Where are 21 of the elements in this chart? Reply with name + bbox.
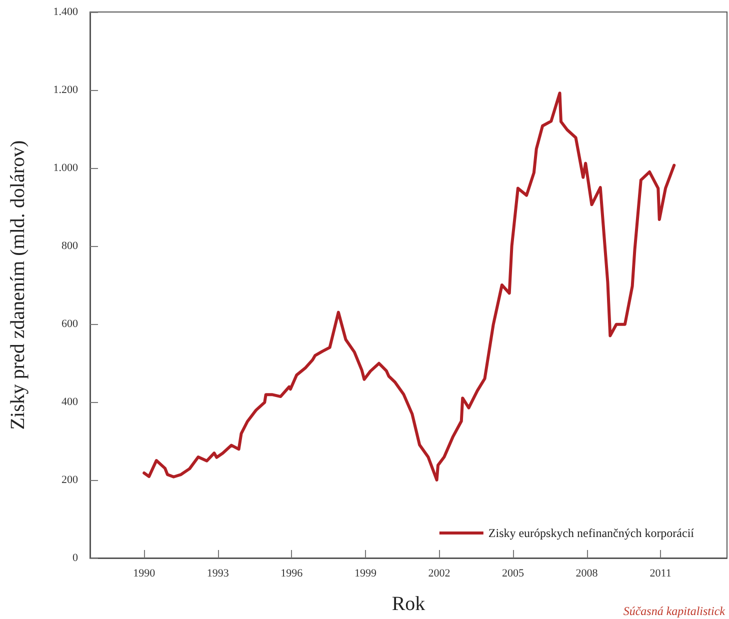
line-series bbox=[142, 92, 676, 482]
y-tick-label: 600 bbox=[62, 318, 78, 330]
x-tick-label: 1990 bbox=[133, 568, 156, 580]
x-tick-label: 2008 bbox=[576, 568, 598, 580]
y-tick-label: 1.000 bbox=[53, 162, 78, 174]
x-tick-label: 1999 bbox=[354, 568, 377, 580]
x-tick-label: 2011 bbox=[650, 568, 672, 580]
y-axis-title: Zisky pred zdanením (mld. dolárov) bbox=[7, 140, 29, 430]
x-tick-label: 2002 bbox=[428, 568, 450, 580]
y-tick-label: 400 bbox=[62, 396, 78, 408]
y-tick-label: 0 bbox=[72, 552, 78, 564]
text: Súčasná kapitalistick bbox=[623, 604, 726, 618]
y-tick-label: 1.400 bbox=[53, 6, 78, 18]
x-axis-title: Rok bbox=[392, 593, 426, 615]
x-tick-label: 1993 bbox=[206, 568, 230, 580]
y-tick-label: 800 bbox=[62, 240, 78, 252]
y-tick-label: 200 bbox=[62, 474, 78, 486]
x-tick-label: 1996 bbox=[280, 568, 304, 580]
x-tick-label: 2005 bbox=[502, 568, 525, 580]
legend-label: Zisky európskych nefinančných korporácií bbox=[488, 526, 695, 540]
y-tick-label: 1.200 bbox=[53, 84, 78, 96]
